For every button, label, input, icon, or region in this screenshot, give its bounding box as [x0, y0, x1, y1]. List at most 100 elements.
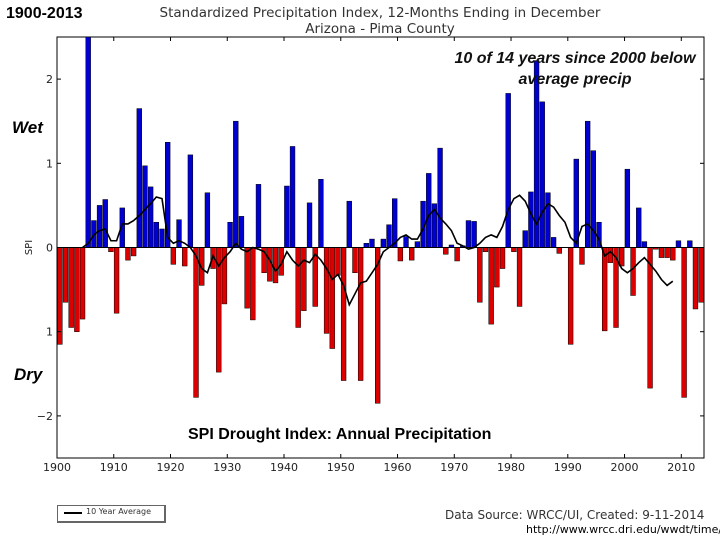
bar-1954	[363, 243, 369, 248]
bar-1950	[340, 247, 347, 381]
bar-1910	[113, 247, 120, 314]
bar-1935	[255, 184, 262, 248]
data-source: Data Source: WRCC/UI, Created: 9-11-2014	[445, 508, 705, 522]
bar-1913	[130, 247, 137, 257]
bar-1992	[579, 247, 585, 265]
bar-1952	[352, 247, 358, 274]
bar-1900	[57, 247, 63, 345]
bar-1996	[602, 247, 608, 332]
bar-1947	[323, 247, 330, 334]
bar-1956	[375, 247, 381, 404]
x-tick-label-1980: 1980	[497, 461, 525, 474]
x-tick-label-1960: 1960	[384, 461, 412, 474]
bar-1934	[250, 247, 256, 321]
bar-1917	[153, 221, 159, 248]
bar-2010	[681, 247, 687, 398]
bar-1938	[272, 247, 279, 284]
bar-1979	[505, 93, 511, 248]
bar-1993	[584, 120, 591, 248]
y-axis-label: SPI	[24, 240, 35, 255]
x-tick-label-1950: 1950	[327, 461, 355, 474]
bar-1924	[193, 247, 199, 398]
chart-title: Standardized Precipitation Index, 12-Mon…	[159, 5, 601, 21]
chart-caption: SPI Drought Index: Annual Precipitation	[188, 426, 492, 443]
bar-1953	[357, 247, 364, 381]
wet-label: Wet	[12, 118, 43, 137]
bar-1999	[619, 247, 625, 267]
y-tick-label-2: 2	[46, 73, 53, 86]
bar-1915	[142, 165, 148, 248]
bar-2003	[641, 241, 648, 248]
bar-1918	[159, 228, 165, 248]
x-tick-label-1970: 1970	[440, 461, 468, 474]
period-label: 1900-2013	[6, 5, 83, 22]
bar-1958	[386, 224, 392, 248]
bar-1975	[482, 247, 489, 252]
x-tick-label-1990: 1990	[554, 461, 582, 474]
legend: 10 Year Average	[57, 505, 166, 523]
bar-1922	[182, 247, 188, 267]
bar-1902	[68, 247, 74, 328]
bar-1932	[238, 216, 245, 248]
bar-2013	[698, 247, 704, 303]
x-tick-label-1930: 1930	[213, 461, 241, 474]
bar-1962	[409, 247, 415, 261]
x-tick-label-2010: 2010	[667, 461, 695, 474]
bar-1960	[397, 247, 404, 262]
bar-1973	[471, 221, 477, 248]
x-tick-label-1920: 1920	[157, 461, 185, 474]
bar-2011	[687, 240, 693, 248]
chart-subtitle: Arizona - Pima County	[305, 21, 455, 37]
bar-1920	[170, 247, 176, 265]
bar-1997	[607, 247, 614, 263]
x-tick-label-1900: 1900	[43, 461, 71, 474]
legend-label: 10 Year Average	[86, 507, 152, 516]
bar-1967	[437, 147, 443, 248]
bar-1991	[573, 158, 579, 248]
bar-1987	[550, 237, 557, 248]
bar-1903	[74, 247, 80, 332]
bar-1982	[522, 230, 528, 248]
x-tick-label-1940: 1940	[270, 461, 298, 474]
y-tick-label--1: 1	[46, 326, 53, 339]
bar-2012	[692, 247, 699, 310]
source-url[interactable]: http://www.wrcc.dri.edu/wwdt/time/	[526, 523, 720, 536]
bar-1921	[176, 219, 182, 248]
bar-2006	[658, 247, 665, 258]
bar-1942	[295, 247, 301, 328]
bar-1946	[318, 179, 324, 248]
bar-1959	[392, 198, 398, 248]
bar-1974	[477, 247, 483, 303]
bar-1963	[414, 241, 421, 248]
bar-1940	[284, 185, 290, 248]
dry-label: Dry	[14, 365, 43, 384]
bar-1949	[335, 247, 341, 276]
bar-1990	[567, 247, 574, 345]
bar-1965	[426, 173, 432, 248]
bar-1914	[136, 108, 142, 248]
bar-1944	[306, 202, 313, 248]
bar-1981	[516, 247, 523, 307]
bar-1955	[369, 238, 375, 248]
bar-2002	[636, 207, 642, 248]
bar-1985	[539, 101, 545, 248]
bar-2009	[675, 240, 682, 248]
bar-1977	[494, 247, 500, 288]
bar-1978	[499, 247, 506, 269]
x-tick-label-2000: 2000	[611, 461, 639, 474]
bar-1926	[204, 192, 211, 248]
bar-1905	[85, 36, 91, 248]
bar-1968	[443, 247, 449, 255]
bar-1988	[556, 247, 562, 254]
bar-1951	[346, 200, 352, 248]
bar-1904	[79, 247, 86, 320]
y-tick-label--2: −2	[37, 410, 53, 423]
y-tick-label-0: 0	[46, 242, 53, 255]
x-tick-label-1910: 1910	[100, 461, 128, 474]
bar-1948	[329, 247, 335, 349]
ten-year-average-line	[82, 194, 674, 307]
bar-1970	[454, 247, 460, 262]
bar-1983	[528, 191, 534, 248]
bar-1907	[96, 205, 103, 248]
